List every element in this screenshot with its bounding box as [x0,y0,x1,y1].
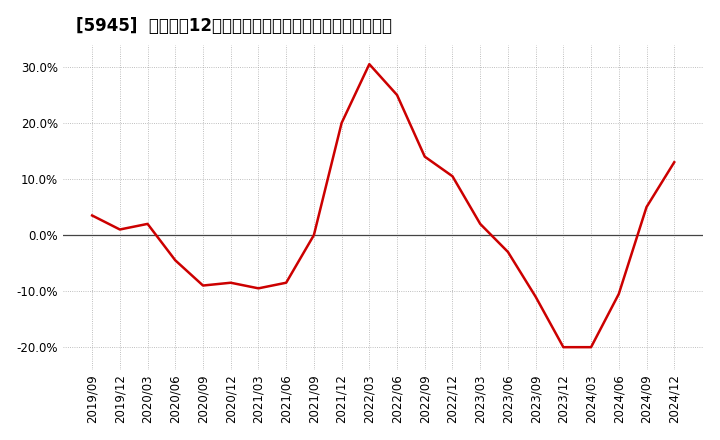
Text: [5945]  売上高の12か月移動合計の対前年同期増減率の推移: [5945] 売上高の12か月移動合計の対前年同期増減率の推移 [76,17,392,35]
